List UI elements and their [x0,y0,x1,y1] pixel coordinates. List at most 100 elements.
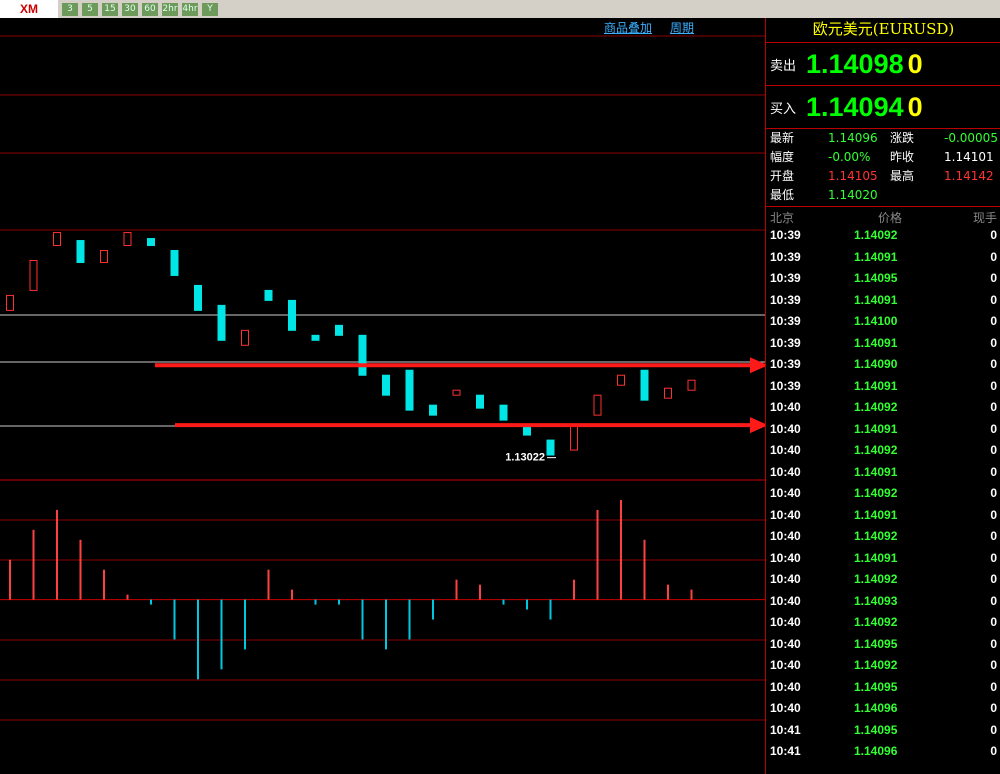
stat-label: 涨跌 [890,131,915,145]
stat-label: 最低 [770,188,795,202]
tick-time: 10:40 [770,486,801,500]
tick-price: 1.14100 [854,314,898,328]
tick-price: 1.14095 [854,636,898,651]
buy-label: 买入 [770,101,797,117]
period-button[interactable]: 3 [62,2,78,16]
tick-time: 10:39 [770,314,801,328]
tick-row: 10:39 1.14091 0 [766,336,1000,358]
tick-price: 1.14096 [854,744,898,758]
candle [429,404,437,416]
tick-time: 10:40 [770,464,801,479]
stats-row: 幅度 -0.00% 昨收 1.14101 [766,148,1000,167]
tick-time: 10:39 [770,357,801,371]
tick-volume: 0 [990,550,997,565]
buy-row: 买入 1.14094 0 [766,86,1000,129]
tick-time: 10:40 [770,529,801,543]
tick-row: 10:39 1.14091 0 [766,379,1000,401]
tick-volume: 0 [990,572,997,586]
low-label: 1.13022 [505,452,545,464]
period-button[interactable]: 5 [82,2,98,16]
tick-time: 10:40 [770,507,801,522]
tick-volume: 0 [990,271,997,285]
tick-row: 10:40 1.14092 0 [766,572,1000,594]
tick-volume: 0 [990,658,997,672]
candle [476,394,484,409]
period-button[interactable]: 15 [102,2,118,16]
candle [358,334,367,376]
tick-price: 1.14095 [854,271,898,285]
tick-volume: 0 [990,486,997,500]
col-volume: 现手 [972,211,997,225]
tick-volume: 0 [990,400,997,414]
tick-price: 1.14092 [854,400,898,414]
tick-time: 10:40 [770,400,801,414]
tick-row: 10:40 1.14091 0 [766,465,1000,487]
period-button[interactable]: 2hr [162,2,178,16]
tick-row: 10:41 1.14096 0 [766,744,1000,766]
tick-volume: 0 [990,507,997,522]
tick-volume: 0 [990,464,997,479]
candle [264,289,273,301]
candle [405,369,414,411]
tick-row: 10:40 1.14091 0 [766,508,1000,530]
tick-row: 10:40 1.14091 0 [766,551,1000,573]
stat-label: 幅度 [770,150,795,164]
tick-price: 1.14092 [854,615,898,629]
stats-row: 最低 1.14020 [766,186,1000,205]
stats-row: 最新 1.14096 涨跌 -0.00005 [766,129,1000,148]
tick-price: 1.14090 [854,357,898,371]
tick-volume: 0 [990,421,997,436]
col-price: 价格 [878,211,903,225]
tick-row: 10:40 1.14092 0 [766,615,1000,637]
tick-price: 1.14092 [854,658,898,672]
tick-price: 1.14091 [854,464,898,479]
tick-price: 1.14093 [854,593,898,608]
candle [382,374,390,396]
tick-price: 1.14091 [854,550,898,565]
tick-volume: 0 [990,314,997,328]
arrow-head [750,357,765,374]
tick-time: 10:40 [770,658,801,672]
candle [617,374,625,386]
tick-time: 10:41 [770,744,801,758]
tick-row: 10:40 1.14092 0 [766,529,1000,551]
period-button[interactable]: 4hr [182,2,198,16]
tick-volume: 0 [990,443,997,457]
stat-label: 昨收 [890,150,915,164]
tick-row: 10:40 1.14092 0 [766,400,1000,422]
tick-price: 1.14091 [854,292,898,307]
tick-price: 1.14095 [854,722,898,737]
tick-row: 10:40 1.14093 0 [766,594,1000,616]
tick-time: 10:41 [770,722,801,737]
chart: 1.13022 [0,35,765,721]
tick-row: 10:40 1.14092 0 [766,443,1000,465]
tick-price: 1.14092 [854,529,898,543]
stat-value: 1.14105 [828,169,878,183]
tick-price: 1.14092 [854,486,898,500]
tick-price: 1.14091 [854,249,898,264]
tick-time: 10:40 [770,421,801,436]
candle [288,299,296,331]
ticks-header: 北京 价格 现手 [766,206,1000,229]
tick-volume: 0 [990,249,997,264]
tick-volume: 0 [990,636,997,651]
period-button[interactable]: Y [202,2,218,16]
sell-tail: 0 [907,48,923,79]
period-link[interactable]: 周期 [670,21,695,35]
tick-price: 1.14091 [854,421,898,436]
period-button[interactable]: 60 [142,2,158,16]
candle [123,232,132,247]
tick-row: 10:39 1.14100 0 [766,314,1000,336]
stat-value: 1.14142 [944,169,994,183]
stat-label: 最新 [770,131,795,145]
tick-time: 10:40 [770,701,801,715]
stat-value: -0.00% [828,150,871,164]
tick-price: 1.14092 [854,443,898,457]
overlay-link[interactable]: 商品叠加 [604,21,653,35]
period-button[interactable]: 30 [122,2,138,16]
tick-price: 1.14092 [854,572,898,586]
tick-row: 10:39 1.14091 0 [766,250,1000,272]
tick-row: 10:39 1.14090 0 [766,357,1000,379]
candle [53,232,61,247]
